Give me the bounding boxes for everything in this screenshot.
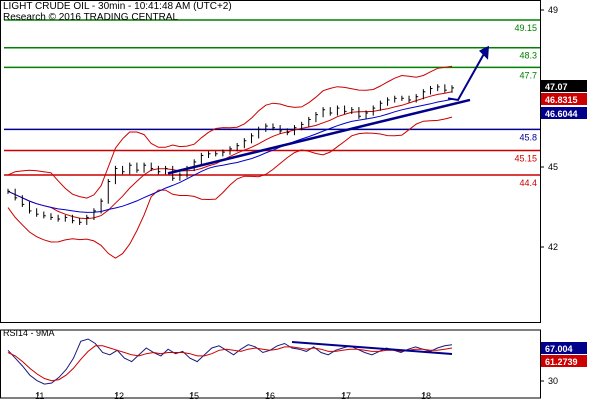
rsi-ma-value-box [541,355,587,367]
level-label: 47.7 [519,70,537,80]
rsi-value-label: 67.004 [545,344,573,354]
bollinger-upper-band [7,65,453,199]
level-label: 45.15 [514,154,537,164]
x-tick-label: 15 [189,391,199,400]
bollinger-value-box [541,93,587,105]
level-label: 48.3 [519,51,537,61]
x-tick-label: 11 [35,391,44,400]
rsi-value-box [541,342,587,354]
level-label: 44.4 [519,178,537,188]
ma-value-box [541,107,587,119]
x-tick-label: 18 [421,391,431,400]
last-price-box-label: 47.07 [545,82,568,92]
chart-credit: Research © 2016 TRADING CENTRAL [3,12,179,23]
projection-arrow [447,53,485,102]
x-tick-label: 17 [341,391,351,400]
x-tick-label: 12 [114,391,124,400]
ma-value-box-label: 46.6044 [545,109,578,119]
rsi-y-tick-label: 30 [548,376,558,386]
moving-average-slow [7,98,453,213]
x-tick-label: 16 [265,391,275,400]
rsi-resistance-trendline [291,341,453,355]
bollinger-lower-band [7,116,453,259]
y-tick-label: 45 [548,162,558,172]
rsi-ma-value-label: 61.2739 [545,357,578,367]
level-label: 49.15 [514,23,537,33]
rsi-ma-line [7,345,453,382]
y-tick-label: 49 [548,5,558,15]
y-tick-label: 42 [548,242,558,252]
bollinger-value-box-label: 46.8315 [545,95,578,105]
support-trendline [167,98,471,175]
rsi-line [7,338,453,385]
rsi-panel-frame [0,329,541,399]
chart-title: LIGHT CRUDE OIL - 30min - 10:41:48 AM (U… [3,1,232,12]
rsi-title: RSI14 - 9MA [3,328,55,338]
price-panel-frame [0,0,541,323]
level-label: 45.8 [519,132,537,142]
last-price-box [541,80,587,92]
projection-arrowhead [479,45,489,60]
moving-average-fast [7,91,453,220]
